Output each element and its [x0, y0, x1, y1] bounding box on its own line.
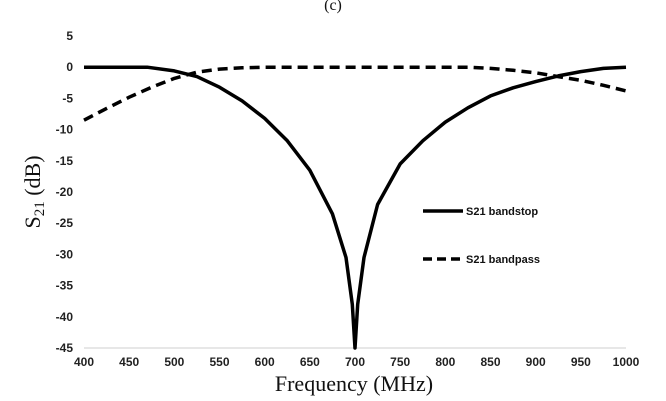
- y-axis-title: S21 (dB): [20, 155, 48, 228]
- y-tick-label: 5: [66, 29, 73, 43]
- legend: S21 bandstop S21 bandpass: [423, 206, 540, 266]
- y-tick-label: 0: [66, 60, 73, 74]
- series-lines: [83, 65, 627, 350]
- y-tick-label: -15: [56, 154, 74, 168]
- y-tick-label: -5: [62, 91, 73, 105]
- y-tick-label: -25: [56, 216, 74, 230]
- x-tick-label: 1000: [613, 355, 640, 369]
- y-tick-label: -20: [56, 185, 74, 199]
- y-tick-label: -35: [56, 279, 74, 293]
- legend-label-bandpass: S21 bandpass: [466, 254, 540, 266]
- y-tick-label: -40: [56, 310, 74, 324]
- y-axis-ticks: 5 0 -5 -10 -15 -20 -25 -30 -35 -40 -45: [56, 29, 74, 355]
- x-tick-label: 450: [119, 355, 139, 369]
- x-axis-ticks: 400 450 500 550 600 650 700 750 800 850 900 950 1000: [74, 355, 640, 369]
- legend-label-bandstop: S21 bandstop: [466, 206, 538, 218]
- x-tick-label: 550: [209, 355, 229, 369]
- series-line-s21-bandstop: [84, 65, 627, 350]
- x-tick-label: 500: [164, 355, 184, 369]
- x-tick-label: 900: [526, 355, 546, 369]
- x-axis-title: Frequency (MHz): [275, 371, 433, 396]
- x-tick-label: 800: [435, 355, 455, 369]
- y-tick-label: -30: [56, 247, 74, 261]
- chart-heading: (c): [324, 0, 342, 14]
- x-tick-label: 700: [345, 355, 365, 369]
- series-line-s21-bandpass: [83, 65, 627, 122]
- x-tick-label: 850: [480, 355, 500, 369]
- x-tick-label: 750: [390, 355, 410, 369]
- x-tick-label: 600: [255, 355, 275, 369]
- y-tick-label: -45: [56, 341, 74, 355]
- y-tick-label: -10: [56, 123, 74, 137]
- x-tick-label: 950: [571, 355, 591, 369]
- x-tick-label: 650: [300, 355, 320, 369]
- x-tick-label: 400: [74, 355, 94, 369]
- plot-area: [84, 36, 626, 348]
